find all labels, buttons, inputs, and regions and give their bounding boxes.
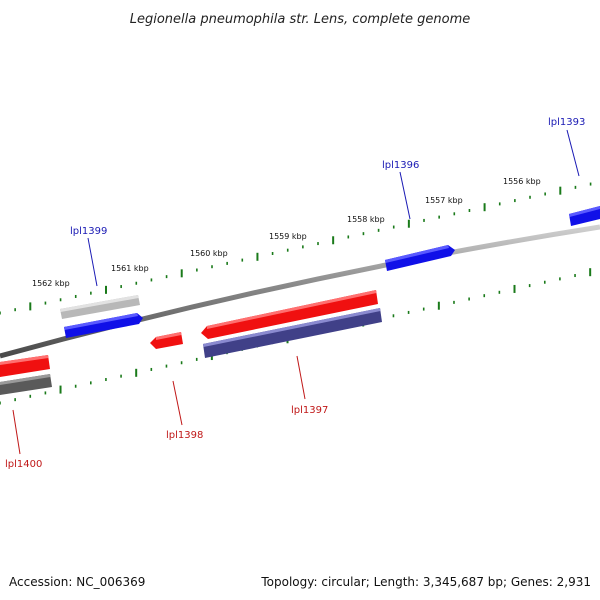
gene-feature[interactable] (60, 295, 140, 319)
gene-label-lpl1396[interactable]: lpl1396 (382, 160, 419, 171)
tick-label: 1557 kbp (425, 196, 463, 205)
gene-label-lpl1398[interactable]: lpl1398 (166, 430, 203, 441)
gene-feature[interactable] (64, 313, 143, 338)
outer-tick-track (0, 182, 592, 315)
gene-label-lpl1400[interactable]: lpl1400 (5, 459, 42, 470)
tick-labels: 1562 kbp 1561 kbp 1560 kbp 1559 kbp 1558… (32, 177, 541, 288)
map-title: Legionella pneumophila str. Lens, comple… (130, 12, 471, 27)
gene-label-lpl1393[interactable]: lpl1393 (548, 117, 585, 128)
gene-label-lpl1399[interactable]: lpl1399 (70, 226, 107, 237)
gene-feature[interactable] (569, 206, 600, 226)
tick-label: 1559 kbp (269, 232, 307, 241)
tick-label: 1558 kbp (347, 215, 385, 224)
tick-label: 1561 kbp (111, 264, 149, 273)
gene-feature[interactable] (385, 245, 455, 271)
gene-feature[interactable] (0, 374, 52, 395)
tick-label: 1562 kbp (32, 279, 70, 288)
accession-text: Accession: NC_006369 (9, 575, 145, 589)
gene-feature[interactable] (203, 308, 382, 358)
label-leaders (12, 129, 580, 455)
genome-summary-text: Topology: circular; Length: 3,345,687 bp… (260, 575, 591, 589)
gene-feature[interactable] (150, 332, 183, 349)
tick-label: 1556 kbp (503, 177, 541, 186)
gene-label-lpl1397[interactable]: lpl1397 (291, 405, 328, 416)
gene-feature[interactable] (201, 290, 378, 339)
gene-feature[interactable] (0, 355, 50, 377)
tick-label: 1560 kbp (190, 249, 228, 258)
